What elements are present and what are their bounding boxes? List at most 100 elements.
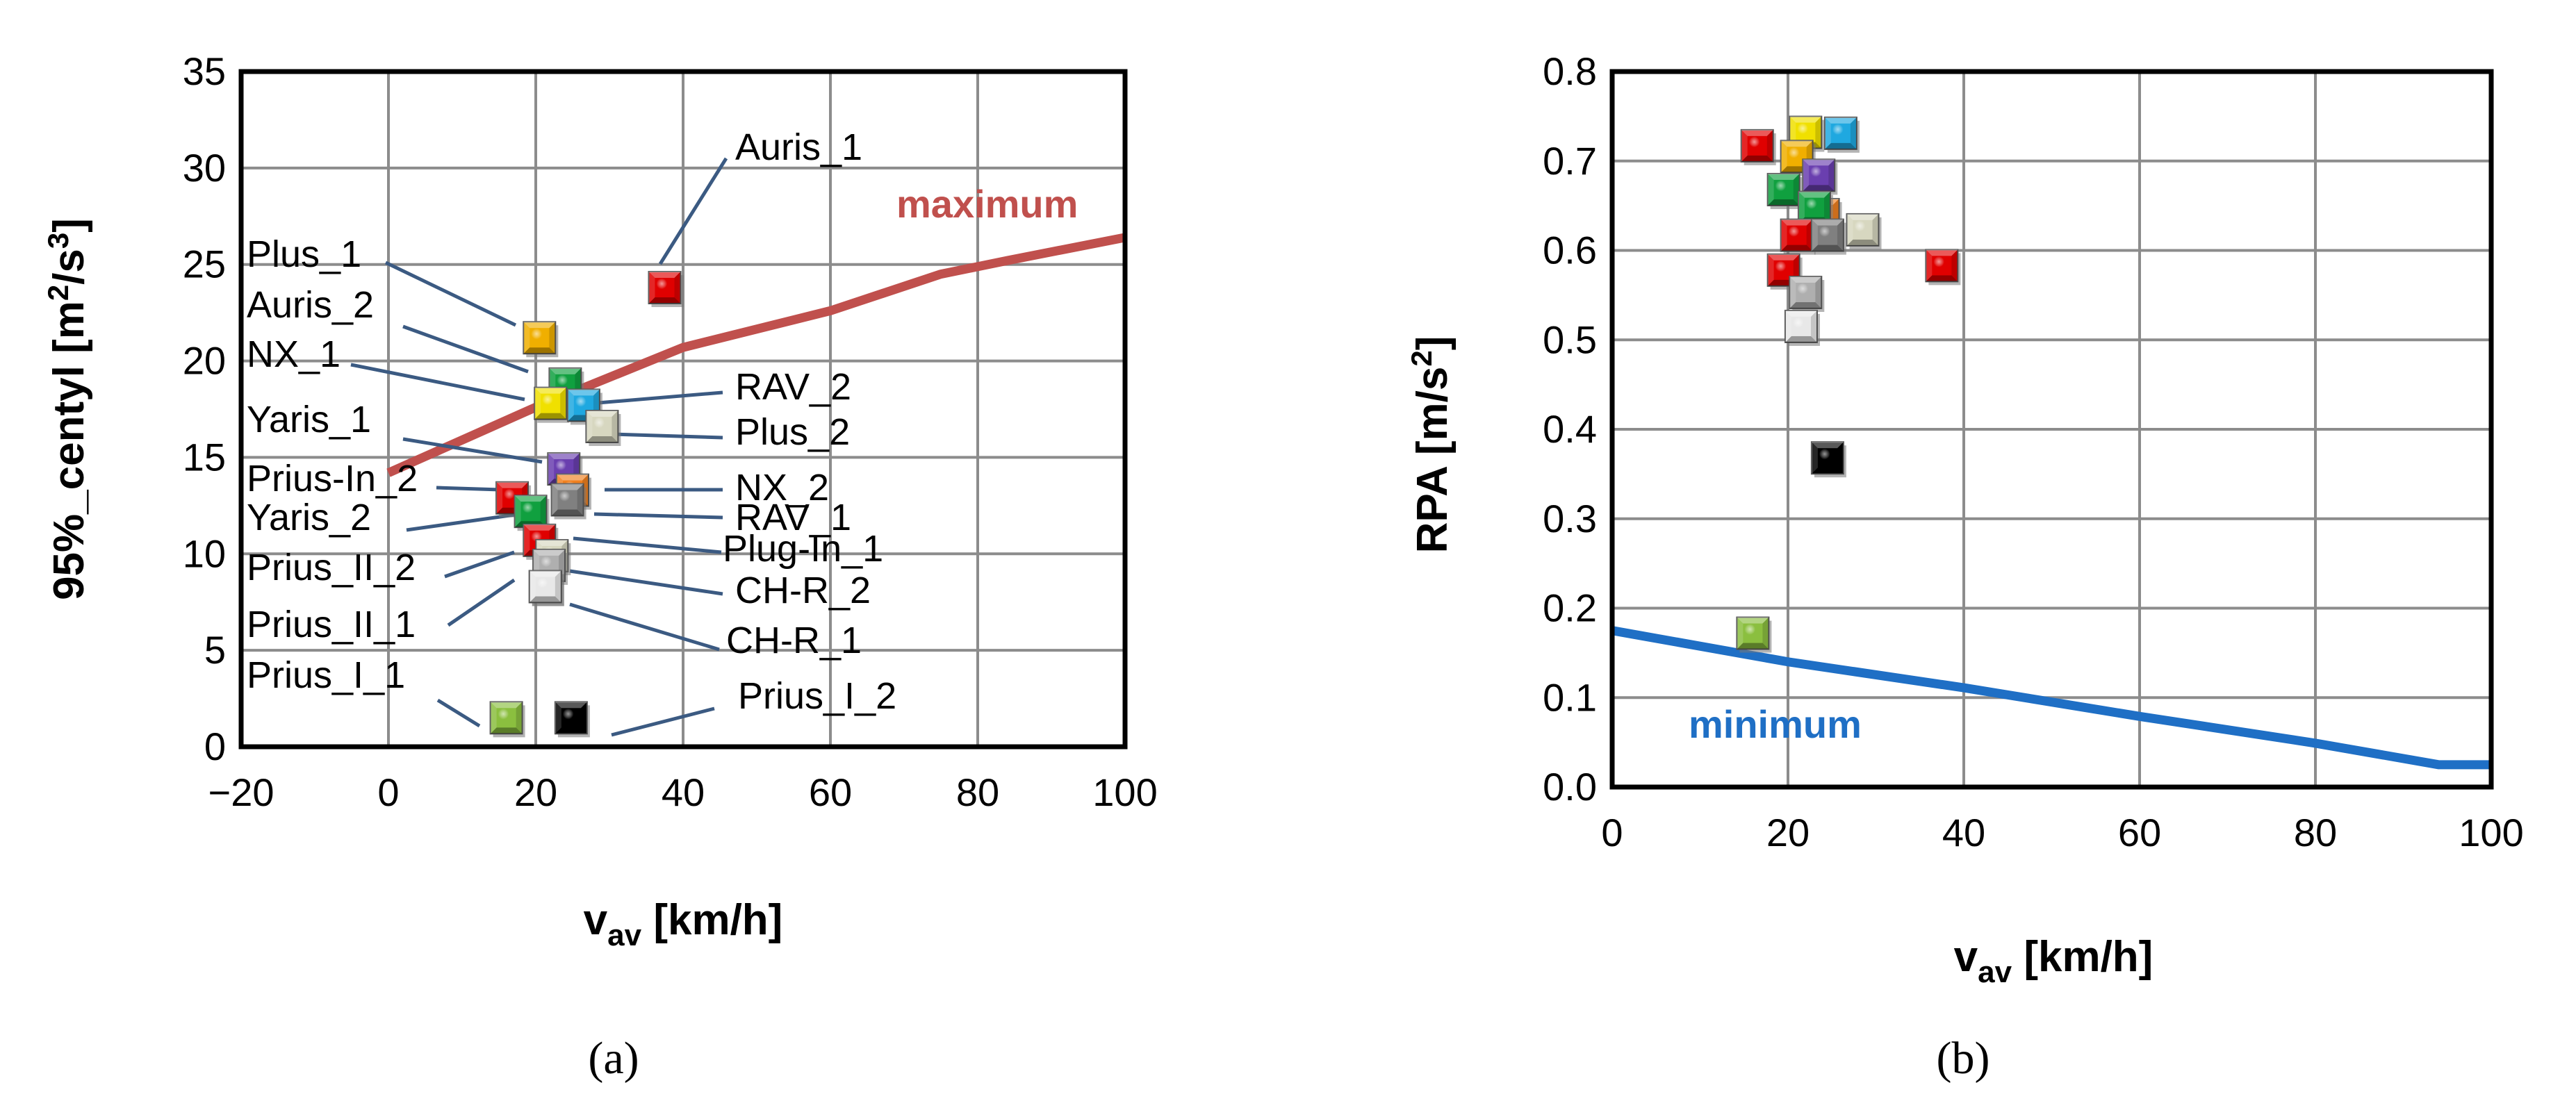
a-leader-nx-1 bbox=[350, 363, 525, 402]
a-point-auris-1 bbox=[648, 271, 684, 308]
a-point-rav-2 bbox=[566, 388, 602, 425]
panel-b-chart: 0.0 0.1 0.2 0.3 0.4 0.5 0.6 0.7 0.8 0 20 40 60 80 100… bbox=[1405, 49, 2524, 1084]
a-leader-ch-r-1 bbox=[569, 602, 720, 652]
a-leader-prius-ii-2 bbox=[444, 550, 515, 579]
panel-b-x-tick-labels: 0 20 40 60 80 100 bbox=[1601, 811, 2523, 854]
a-callout-plug-in-1: Plug-In_1 bbox=[723, 528, 883, 570]
b-y-tick-label: 0.6 bbox=[1543, 229, 1597, 272]
b-point-11 bbox=[1925, 249, 1961, 286]
panel-b-curve-layer bbox=[1611, 626, 2491, 770]
a-leader-plus-2 bbox=[611, 432, 723, 440]
a-callout-prius-in-2: Prius-In_2 bbox=[247, 458, 418, 499]
panel-a-y-tick-labels: 0 5 10 15 20 25 30 35 bbox=[183, 49, 226, 768]
b-minimum-curve bbox=[1611, 626, 2491, 770]
a-callout-auris-2: Auris_2 bbox=[247, 284, 374, 326]
a-leader-plug-in-1 bbox=[573, 536, 722, 554]
b-point-13 bbox=[1789, 276, 1825, 313]
a-callout-nx-2: NX_2 bbox=[735, 467, 829, 508]
b-y-tick-label: 0.1 bbox=[1543, 675, 1597, 719]
b-y-tick-label: 0.8 bbox=[1543, 49, 1597, 93]
a-y-tick-label: 35 bbox=[183, 49, 226, 93]
panel-a-callout-leaders bbox=[350, 157, 728, 737]
a-y-tick-label: 30 bbox=[183, 146, 226, 190]
panel-b-points bbox=[1736, 115, 1961, 653]
b-point-9 bbox=[1780, 218, 1816, 255]
a-leader-rav-1 bbox=[593, 512, 723, 520]
b-point-4 bbox=[1802, 158, 1838, 195]
b-x-tick-label: 60 bbox=[2118, 811, 2161, 854]
b-y-tick-label: 0.4 bbox=[1543, 407, 1597, 451]
a-x-tick-label: 40 bbox=[662, 770, 705, 814]
panel-b-plot-frame bbox=[1609, 69, 2494, 790]
a-callout-prius-ii-2: Prius_II_2 bbox=[247, 547, 416, 588]
a-point-nx-1 bbox=[534, 386, 570, 423]
a-leader-prius-i-1 bbox=[436, 698, 481, 728]
panel-b-y-tick-labels: 0.0 0.1 0.2 0.3 0.4 0.5 0.6 0.7 0.8 bbox=[1543, 49, 1597, 809]
b-x-tick-label: 80 bbox=[2294, 811, 2337, 854]
a-x-tick-label: 100 bbox=[1092, 770, 1157, 814]
a-leader-prius-in-2 bbox=[436, 486, 501, 492]
panel-b-grid bbox=[1611, 70, 2493, 788]
panel-b-x-axis-title: vav [km/h] bbox=[1954, 933, 2153, 989]
a-point-plus-1 bbox=[523, 321, 559, 358]
b-point-14 bbox=[1784, 309, 1820, 346]
b-x-tick-label: 40 bbox=[1942, 811, 1985, 854]
a-leader-ch-r-2 bbox=[569, 569, 723, 596]
panel-a-x-axis-title: vav [km/h] bbox=[584, 896, 783, 952]
b-point-10 bbox=[1810, 218, 1846, 255]
a-leader-prius-ii-1 bbox=[447, 578, 516, 627]
b-y-tick-label: 0.3 bbox=[1543, 497, 1597, 540]
panel-b-y-axis-title: RPA [m/s2] bbox=[1405, 336, 1457, 554]
a-x-tick-label: −20 bbox=[208, 770, 274, 814]
a-y-tick-label: 20 bbox=[183, 339, 226, 383]
b-point-7 bbox=[1797, 190, 1833, 227]
a-y-tick-label: 0 bbox=[204, 725, 226, 768]
a-point-prius-i-1 bbox=[489, 701, 525, 738]
a-point-ch-r-1 bbox=[528, 570, 564, 606]
b-point-16 bbox=[1736, 616, 1772, 653]
b-y-tick-label: 0.0 bbox=[1543, 765, 1597, 809]
a-leader-yaris-1 bbox=[402, 437, 543, 464]
a-callout-plus-1: Plus_1 bbox=[247, 233, 361, 275]
a-callout-prius-i-1: Prius_I_1 bbox=[247, 654, 405, 696]
b-y-tick-label: 0.5 bbox=[1543, 317, 1597, 361]
b-point-3 bbox=[1780, 140, 1816, 176]
b-x-tick-label: 0 bbox=[1601, 811, 1623, 854]
a-callout-auris-1: Auris_1 bbox=[735, 126, 862, 168]
a-callout-yaris-1: Yaris_1 bbox=[247, 399, 371, 440]
a-point-prius-i-2 bbox=[554, 701, 590, 738]
a-callout-yaris-2: Yaris_2 bbox=[247, 497, 371, 538]
a-callout-ch-r-1: CH-R_1 bbox=[726, 620, 862, 661]
a-point-rav-1 bbox=[550, 483, 586, 520]
panel-a-x-tick-labels: −20 0 20 40 60 80 100 bbox=[208, 770, 1158, 814]
b-point-8 bbox=[1846, 213, 1882, 249]
a-callout-prius-ii-1: Prius_II_1 bbox=[247, 604, 416, 645]
panel-b-curve-label: minimum bbox=[1689, 702, 1862, 746]
a-callout-rav-1: RAV_1 bbox=[735, 497, 851, 538]
a-x-tick-label: 80 bbox=[956, 770, 999, 814]
panel-a-grid bbox=[240, 70, 1126, 748]
a-y-tick-label: 25 bbox=[183, 242, 226, 286]
a-leader-auris-1 bbox=[658, 157, 728, 265]
b-point-2 bbox=[1823, 116, 1860, 153]
a-callout-nx-1: NX_1 bbox=[247, 333, 341, 375]
a-callout-prius-i-2: Prius_I_2 bbox=[738, 675, 896, 717]
panel-a-points bbox=[489, 271, 684, 738]
a-point-plus-2 bbox=[585, 409, 621, 446]
b-point-15 bbox=[1810, 441, 1846, 478]
a-leader-plus-1 bbox=[384, 260, 517, 327]
a-y-tick-label: 10 bbox=[183, 531, 226, 575]
a-leader-auris-2 bbox=[402, 324, 529, 374]
b-point-0 bbox=[1740, 129, 1776, 165]
panel-a-curve-label: maximum bbox=[896, 182, 1078, 226]
a-callout-rav-2: RAV_2 bbox=[735, 366, 851, 408]
a-leader-rav-2 bbox=[597, 390, 723, 405]
a-x-tick-label: 60 bbox=[809, 770, 852, 814]
a-y-tick-label: 5 bbox=[204, 628, 226, 672]
a-callout-plus-2: Plus_2 bbox=[735, 411, 850, 453]
panel-a-plot-frame bbox=[238, 69, 1128, 750]
a-leader-prius-i-2 bbox=[611, 706, 715, 737]
